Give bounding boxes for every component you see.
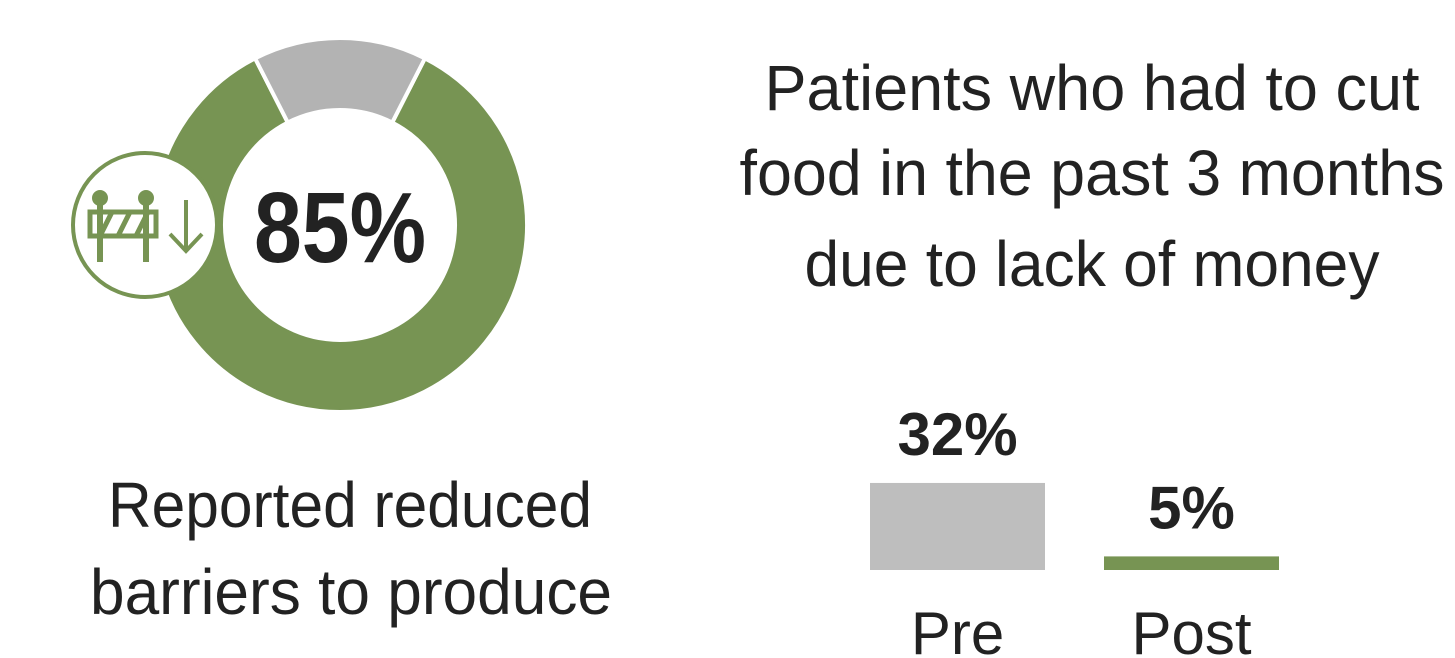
- bar-chart: Patients who had to cut food in the past …: [740, 52, 1445, 658]
- title-line: food in the past 3 months: [740, 137, 1445, 209]
- title-line: due to lack of money: [805, 228, 1380, 300]
- donut-chart: 85% Reported reduced barriers to produce: [90, 36, 612, 628]
- category-label: Post: [1131, 600, 1251, 658]
- bar-value-label: 5%: [1148, 474, 1235, 541]
- bar: [1104, 556, 1279, 570]
- title-line: Patients who had to cut: [765, 52, 1420, 124]
- category-label: Pre: [911, 600, 1004, 658]
- icon-glyph: [87, 190, 204, 262]
- donut-segment: [151, 55, 529, 414]
- bar-value-label: 32%: [897, 401, 1017, 468]
- caption-line: barriers to produce: [90, 556, 612, 628]
- bar: [870, 482, 1045, 570]
- caption-line: Reported reduced: [108, 469, 592, 541]
- center-value-label: 85%: [254, 172, 426, 284]
- donut-segment: [252, 36, 428, 126]
- barrier-icon: [71, 151, 219, 299]
